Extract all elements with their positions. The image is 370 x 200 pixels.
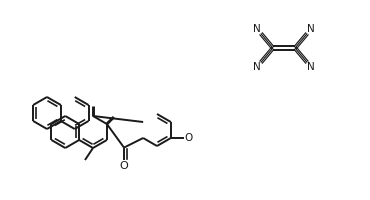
Text: O: O (185, 133, 193, 143)
Text: O: O (120, 161, 128, 171)
Text: N: N (307, 62, 315, 72)
Text: N: N (307, 24, 315, 34)
Text: N: N (253, 24, 261, 34)
Text: N: N (253, 62, 261, 72)
